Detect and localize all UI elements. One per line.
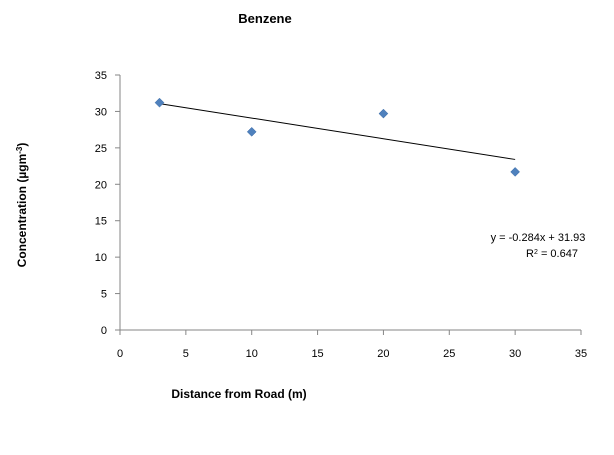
x-axis-title: Distance from Road (m) [171,387,306,401]
trendline [159,103,516,160]
y-tick-label: 25 [95,143,107,155]
y-tick-label: 30 [95,106,107,118]
y-tick-label: 15 [95,216,107,228]
x-tick-label: 5 [183,348,189,360]
axes [119,75,581,331]
y-axis-title-sup: -3 [15,146,24,154]
x-tick-label: 10 [246,348,258,360]
chart-title: Benzene [238,11,291,26]
y-tick-label: 35 [95,70,107,82]
y-axis-ticks: 0 5 10 15 20 25 30 35 [95,70,120,337]
y-axis-title-close: ) [15,143,29,147]
x-tick-label: 15 [311,348,323,360]
y-axis-title-base: Concentration (µgm [15,154,29,268]
trendline-group [159,103,516,160]
x-tick-label: 35 [575,348,587,360]
y-tick-label: 20 [95,179,107,191]
r-squared-value: = 0.647 [538,248,578,260]
data-point [246,126,257,137]
y-axis-title: Concentration (µgm-3) [15,143,30,268]
data-point [378,108,389,119]
x-tick-label: 30 [509,348,521,360]
data-points [154,97,520,177]
r-squared-prefix: R [526,248,534,260]
y-tick-label: 0 [101,325,107,337]
x-tick-label: 0 [117,348,123,360]
x-tick-label: 20 [377,348,389,360]
trendline-equation: y = -0.284x + 31.93 [491,232,586,244]
x-axis-ticks: 0 5 10 15 20 25 30 35 [117,330,587,360]
r-squared-sup: 2 [534,249,538,256]
y-tick-label: 10 [95,252,107,264]
data-point [154,97,165,108]
data-point [510,167,520,177]
y-tick-label: 5 [101,289,107,301]
x-tick-label: 25 [443,348,455,360]
trendline-r-squared: R2 = 0.647 [526,248,578,260]
